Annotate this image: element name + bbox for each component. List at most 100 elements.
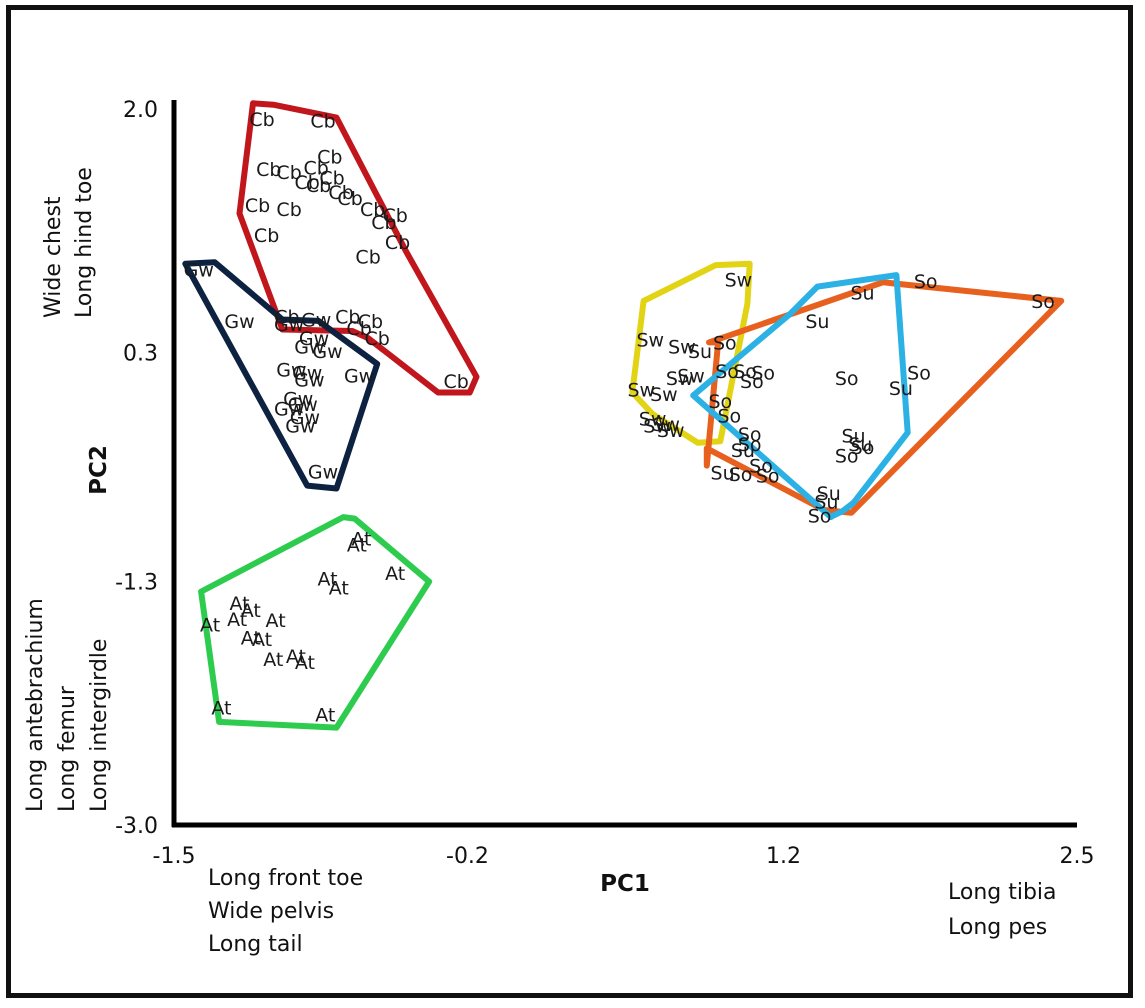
- point-sw: Sw: [666, 368, 694, 390]
- y-tick-label: 0.3: [123, 341, 158, 366]
- point-su: Su: [841, 426, 865, 448]
- figure-frame: [6, 5, 1133, 998]
- point-cb: Cb: [365, 328, 390, 350]
- point-at: At: [266, 610, 286, 632]
- point-gw: Gw: [301, 310, 331, 332]
- x-tick-label: 1.2: [766, 844, 801, 869]
- point-sw: Sw: [652, 414, 680, 436]
- y-tick-label: 2.0: [123, 98, 158, 123]
- point-cb: Cb: [328, 182, 353, 204]
- point-su: Su: [889, 378, 913, 400]
- point-cb: Cb: [249, 109, 274, 131]
- hull-sw: [629, 260, 753, 446]
- point-gw: Gw: [290, 407, 320, 429]
- point-so: So: [713, 332, 737, 354]
- point-cb: Cb: [317, 146, 342, 168]
- point-so: So: [835, 446, 859, 468]
- point-sw: Sw: [677, 365, 705, 387]
- point-cb: Cb: [276, 199, 301, 221]
- point-cb: Cb: [254, 225, 279, 247]
- x-tick-label: -0.2: [446, 844, 489, 869]
- y-tick-label: -1.3: [115, 571, 158, 596]
- point-at: At: [347, 534, 367, 556]
- point-su: Su: [814, 491, 838, 513]
- point-gw: Gw: [184, 259, 214, 281]
- point-sw: Sw: [650, 384, 678, 406]
- point-cb: Cb: [337, 188, 362, 210]
- point-su: Su: [805, 311, 829, 333]
- point-cb: Cb: [319, 168, 344, 190]
- point-at: At: [241, 627, 261, 649]
- point-gw: Gw: [285, 416, 315, 438]
- point-cb: Cb: [355, 247, 380, 269]
- point-at: At: [286, 646, 306, 668]
- point-so: So: [907, 363, 931, 385]
- point-cb: Cb: [346, 318, 371, 340]
- point-gw: Gw: [294, 370, 324, 392]
- point-su: Su: [731, 440, 755, 462]
- point-gw: Gw: [274, 398, 304, 420]
- point-sw: Sw: [725, 269, 753, 291]
- point-sw: Sw: [668, 337, 696, 359]
- point-cb: Cb: [383, 205, 408, 227]
- point-cb: Cb: [444, 371, 469, 393]
- point-so: So: [851, 437, 875, 459]
- point-at: At: [252, 629, 272, 651]
- point-su: Su: [850, 282, 874, 304]
- point-gw: Gw: [283, 388, 313, 410]
- point-gw: Gw: [288, 394, 318, 416]
- point-gw: Gw: [292, 363, 322, 385]
- point-at: At: [317, 569, 337, 591]
- point-cb: Cb: [360, 199, 385, 221]
- point-gw: Gw: [308, 461, 338, 483]
- y-low-note-1: Long antebrachium: [23, 598, 48, 812]
- point-so: So: [729, 464, 753, 486]
- point-cb: Cb: [256, 159, 281, 181]
- x-tick-label: 2.5: [1060, 844, 1095, 869]
- point-at: At: [211, 698, 231, 720]
- y-tick-label: -3.0: [115, 814, 158, 839]
- point-su: Su: [688, 341, 712, 363]
- point-cb: Cb: [304, 158, 329, 180]
- point-so: So: [738, 424, 762, 446]
- point-so: So: [756, 466, 780, 488]
- point-so: So: [717, 405, 741, 427]
- point-su: Su: [817, 483, 841, 505]
- hull-so: [690, 272, 911, 521]
- point-gw: Gw: [312, 341, 342, 363]
- point-so: So: [749, 456, 773, 478]
- point-cb: Cb: [245, 195, 270, 217]
- point-so: So: [808, 506, 832, 528]
- x-high-note-2: Long pes: [948, 915, 1047, 940]
- point-sw: Sw: [636, 330, 664, 352]
- y-axis-title: PC2: [86, 445, 112, 495]
- point-so: So: [835, 368, 859, 390]
- y-low-note-2: Long femur: [55, 685, 80, 812]
- point-at: At: [241, 600, 261, 622]
- point-cb: Cb: [310, 111, 335, 133]
- point-cb: Cb: [276, 162, 301, 184]
- y-high-note-2: Long hind toe: [72, 167, 97, 318]
- point-cb: Cb: [371, 212, 396, 234]
- point-so: So: [1031, 291, 1055, 313]
- x-low-note-2: Wide pelvis: [208, 899, 334, 924]
- point-sw: Sw: [627, 380, 655, 402]
- point-so: So: [738, 434, 762, 456]
- point-at: At: [351, 529, 371, 551]
- point-cb: Cb: [335, 307, 360, 329]
- point-so: So: [733, 361, 757, 383]
- point-so: So: [715, 361, 739, 383]
- point-so: So: [751, 363, 775, 385]
- point-sw: Sw: [639, 408, 667, 430]
- point-su: Su: [848, 434, 872, 456]
- hull-at: [198, 514, 433, 731]
- point-gw: Gw: [299, 328, 329, 350]
- point-at: At: [200, 615, 220, 637]
- point-so: So: [914, 271, 938, 293]
- point-gw: Gw: [274, 314, 304, 336]
- point-at: At: [229, 593, 249, 615]
- point-cb: Cb: [274, 307, 299, 329]
- point-su: Su: [711, 463, 735, 485]
- y-low-note-3: Long intergirdle: [87, 639, 112, 812]
